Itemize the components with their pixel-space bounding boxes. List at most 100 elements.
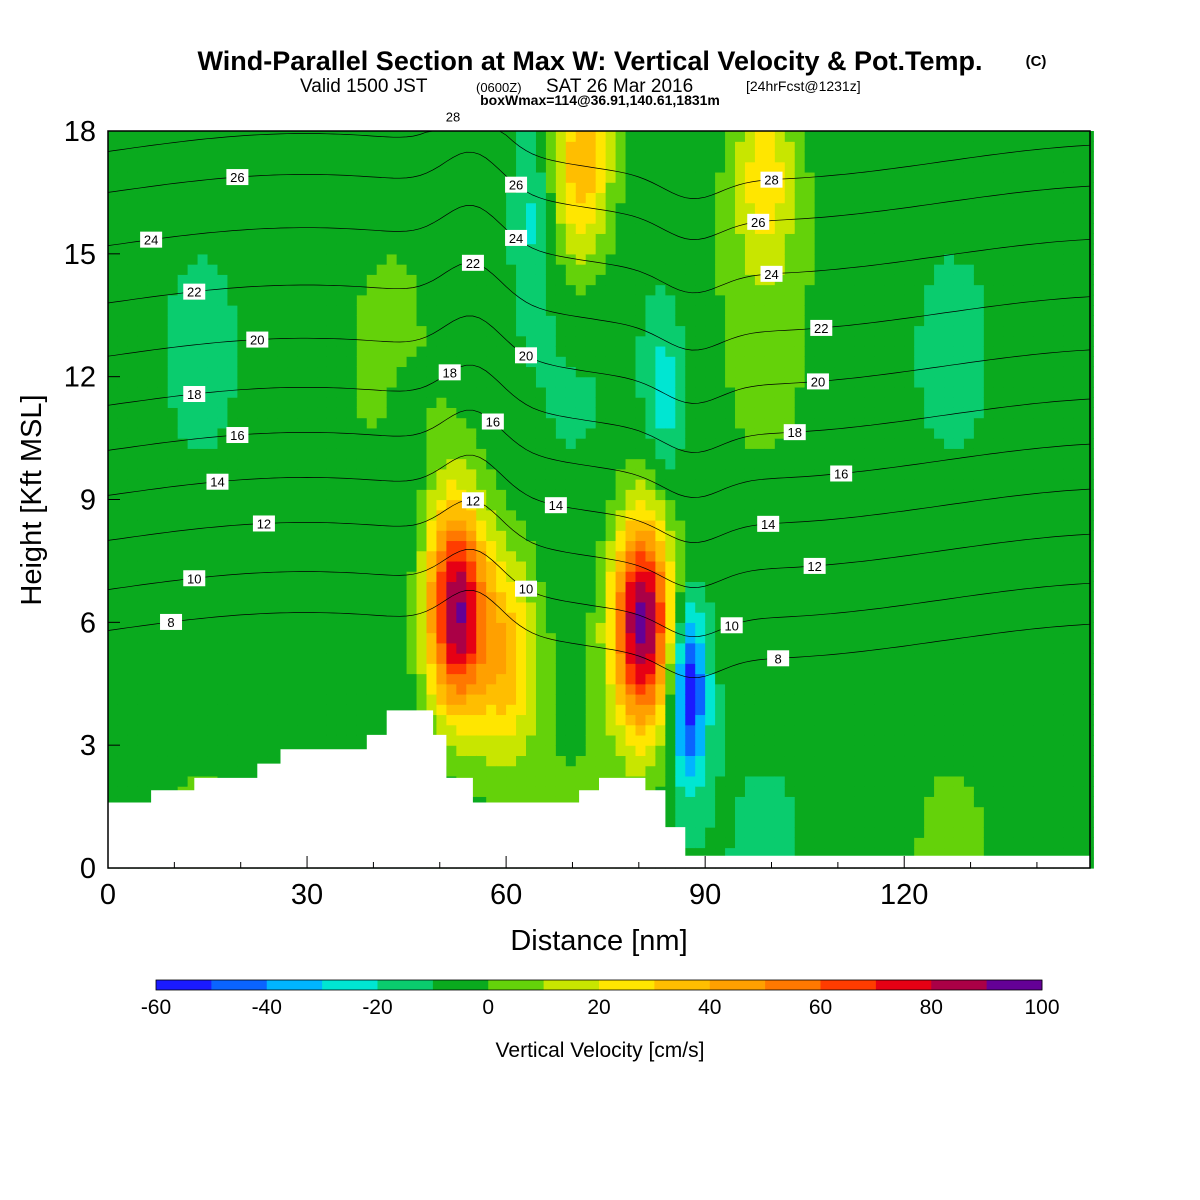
velocity-cell [197,632,209,644]
velocity-cell [665,673,676,685]
velocity-cell [317,202,328,214]
velocity-cell [506,642,517,654]
velocity-cell [406,601,418,613]
velocity-cell [715,714,726,726]
velocity-cell [744,202,756,214]
velocity-cell [735,253,746,265]
velocity-cell [764,540,776,552]
velocity-cell [625,233,637,245]
velocity-cell [217,632,229,644]
velocity-cell [506,622,517,634]
velocity-cell [197,315,209,327]
velocity-cell [715,499,726,511]
velocity-cell [625,212,637,224]
velocity-cell [356,581,368,593]
velocity-cell [645,253,656,265]
velocity-cell [277,714,288,726]
velocity-cell [257,755,268,767]
velocity-cell [297,499,308,511]
velocity-cell [476,386,487,398]
velocity-cell [655,775,666,787]
velocity-cell [595,345,607,357]
velocity-cell [744,847,756,859]
velocity-cell [287,612,298,623]
velocity-cell [496,683,507,695]
velocity-cell [396,397,408,408]
velocity-cell [516,530,527,542]
velocity-cell [535,704,547,716]
velocity-cell [685,315,696,327]
velocity-cell [585,345,597,357]
velocity-cell [625,714,637,726]
velocity-cell [476,141,487,153]
velocity-cell [645,530,656,542]
velocity-cell [436,171,447,183]
velocity-cell [575,642,587,654]
velocity-cell [526,305,537,316]
velocity-cell [157,427,169,439]
velocity-cell [705,591,716,603]
velocity-cell [535,202,547,214]
velocity-cell [456,417,467,429]
velocity-cell [735,489,746,501]
velocity-cell [366,489,378,501]
velocity-cell [486,612,497,623]
velocity-cell [735,458,746,470]
velocity-cell [715,816,726,828]
velocity-cell [725,407,736,419]
velocity-cell [446,714,457,726]
velocity-cell [754,581,766,593]
velocity-cell [317,581,328,593]
velocity-cell [545,693,557,705]
velocity-cell [108,796,119,808]
velocity-cell [207,325,219,337]
velocity-cell [446,755,457,767]
velocity-cell [187,223,199,234]
velocity-cell [754,775,766,787]
velocity-cell [665,581,676,593]
velocity-cell [774,837,786,849]
velocity-cell [635,581,647,593]
velocity-cell [565,366,577,378]
velocity-cell [466,571,477,582]
velocity-cell [466,171,477,183]
velocity-cell [575,581,587,593]
velocity-cell [725,837,736,849]
velocity-cell [655,325,666,337]
velocity-cell [386,182,398,194]
velocity-cell [446,315,457,327]
velocity-cell [625,223,637,234]
velocity-cell [635,264,647,275]
velocity-cell [754,315,766,327]
velocity-cell [326,724,338,736]
velocity-cell [396,550,408,562]
velocity-cell [147,171,159,183]
velocity-cell [774,765,786,777]
velocity-cell [257,448,268,460]
velocity-cell [565,642,577,654]
velocity-cell [297,591,308,603]
velocity-cell [197,458,209,470]
velocity-cell [257,632,268,644]
velocity-cell [516,479,527,490]
velocity-cell [346,683,358,695]
velocity-cell [476,274,487,286]
velocity-cell [356,530,368,542]
velocity-cell [247,755,258,767]
velocity-cell [177,417,189,429]
velocity-cell [685,796,696,808]
velocity-cell [675,519,686,531]
velocity-cell [506,714,517,726]
velocity-cell [127,182,139,194]
velocity-cell [297,540,308,552]
velocity-cell [506,591,517,603]
velocity-cell [585,775,597,787]
velocity-cell [705,775,716,787]
velocity-cell [486,745,497,757]
velocity-cell [754,765,766,777]
velocity-cell [227,417,238,429]
velocity-cell [774,499,786,511]
velocity-cell [565,765,577,777]
velocity-cell [446,550,457,562]
velocity-cell [575,765,587,777]
